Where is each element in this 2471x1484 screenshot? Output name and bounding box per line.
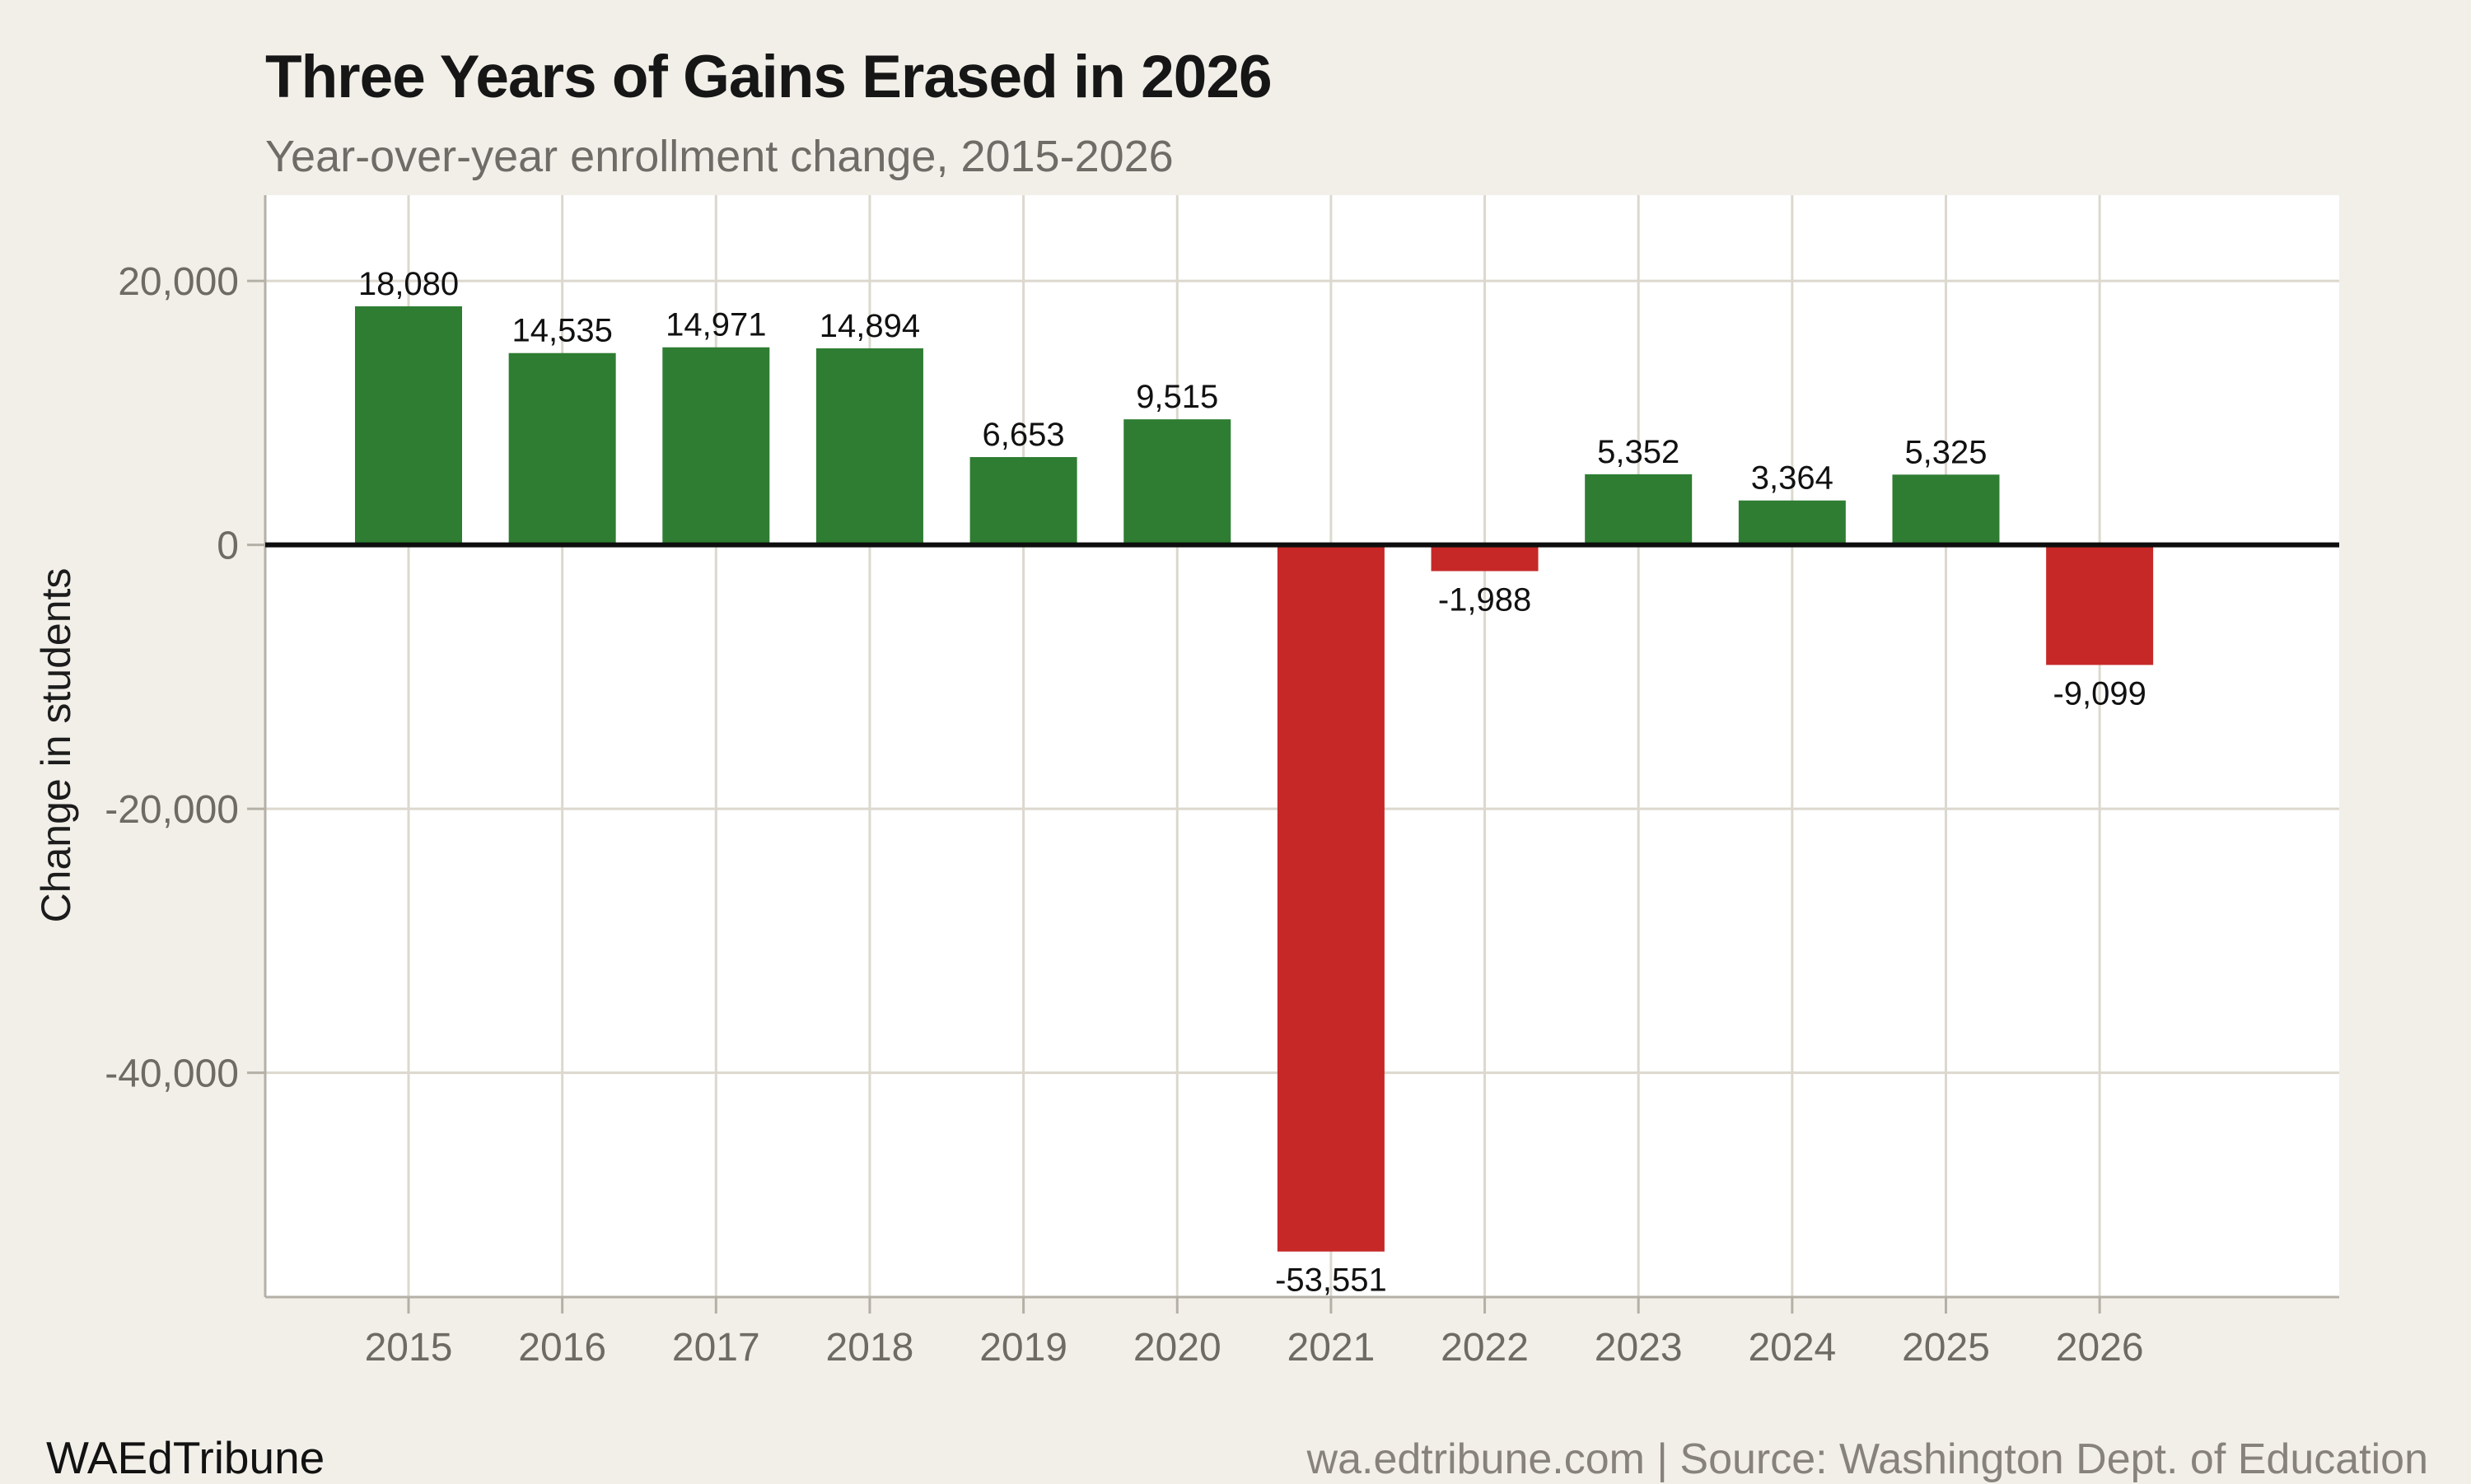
value-label-2026: -9,099 <box>2053 675 2146 712</box>
y-tick-label-20000: 20,000 <box>118 260 239 304</box>
bar-2015 <box>355 306 462 545</box>
bar-2016 <box>508 352 616 545</box>
chart-subtitle: Year-over-year enrollment change, 2015-2… <box>265 132 1174 181</box>
x-tick-label-2025: 2025 <box>1902 1326 1990 1370</box>
x-tick-label-2026: 2026 <box>2056 1326 2144 1370</box>
x-tick-label-2024: 2024 <box>1748 1326 1836 1370</box>
bar-2022 <box>1431 544 1539 572</box>
y-tick-label--20000: -20,000 <box>105 788 239 832</box>
bar-2018 <box>815 348 923 545</box>
bar-2020 <box>1123 419 1231 545</box>
value-label-2017: 14,971 <box>666 307 766 343</box>
value-label-2024: 3,364 <box>1751 460 1833 497</box>
value-label-2025: 5,325 <box>1904 434 1987 470</box>
bar-2026 <box>2046 544 2154 665</box>
footer-source: wa.edtribune.com | Source: Washington De… <box>1306 1435 2428 1483</box>
value-label-2019: 6,653 <box>983 417 1065 453</box>
x-tick-label-2016: 2016 <box>518 1326 606 1370</box>
value-label-2016: 14,535 <box>511 313 612 349</box>
bar-2019 <box>969 457 1077 545</box>
value-label-2023: 5,352 <box>1597 434 1679 470</box>
bar-2023 <box>1585 474 1693 545</box>
bar-2025 <box>1892 474 2000 545</box>
value-label-2022: -1,988 <box>1438 581 1531 618</box>
x-tick-label-2017: 2017 <box>672 1326 760 1370</box>
x-tick-label-2015: 2015 <box>365 1326 453 1370</box>
bar-2017 <box>662 347 770 545</box>
x-tick-label-2021: 2021 <box>1287 1326 1376 1370</box>
chart-header: Three Years of Gains Erased in 2026 Year… <box>265 43 1273 182</box>
bar-2021 <box>1277 544 1385 1252</box>
footer-brand: WAEdTribune <box>46 1432 325 1483</box>
value-label-2021: -53,551 <box>1275 1262 1387 1299</box>
y-tick-label--40000: -40,000 <box>105 1052 239 1096</box>
x-tick-label-2022: 2022 <box>1441 1326 1529 1370</box>
y-tick-label-0: 0 <box>217 525 239 568</box>
value-label-2015: 18,080 <box>358 266 459 302</box>
x-tick-label-2019: 2019 <box>979 1326 1067 1370</box>
chart-title: Three Years of Gains Erased in 2026 <box>265 44 1273 110</box>
value-label-2018: 14,894 <box>820 308 920 344</box>
bar-2024 <box>1738 500 1846 545</box>
x-tick-label-2020: 2020 <box>1133 1326 1221 1370</box>
x-tick-label-2018: 2018 <box>826 1326 914 1370</box>
x-tick-label-2023: 2023 <box>1595 1326 1683 1370</box>
value-label-2020: 9,515 <box>1136 379 1218 415</box>
